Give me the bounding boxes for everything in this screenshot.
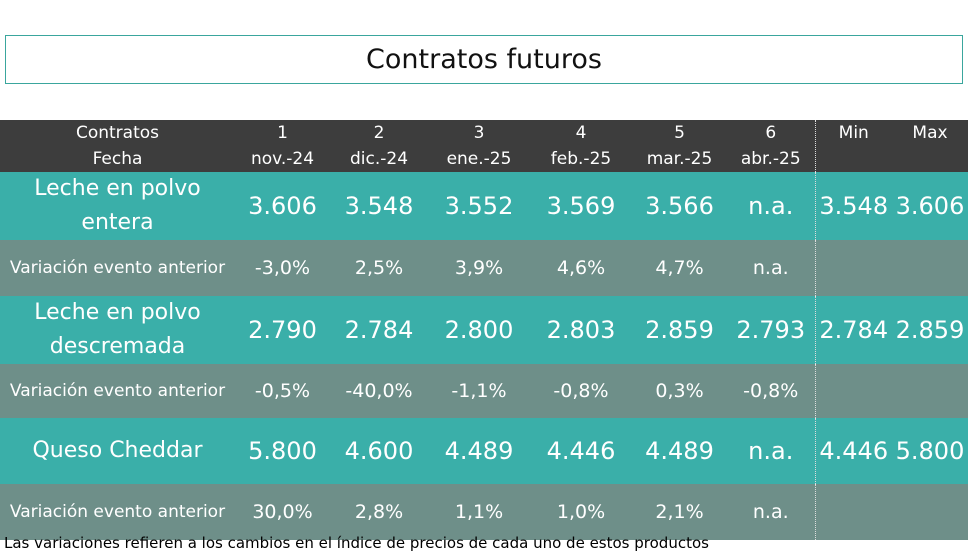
- header-contratos: Contratos: [75, 123, 160, 143]
- variation-label: Variación evento anterior: [0, 364, 235, 418]
- header-col-6: 6 abr.-25: [727, 120, 815, 172]
- value-cell: 4.489: [632, 418, 727, 484]
- header-min: Min: [814, 120, 892, 172]
- product-name: Leche en polvo descremada: [0, 296, 235, 364]
- variation-cell: -0,8%: [530, 364, 632, 418]
- empty-cell: [892, 364, 968, 418]
- variation-cell: 2,5%: [330, 240, 428, 296]
- value-cell: 2.859: [632, 296, 727, 364]
- product-name: Leche en polvo entera: [0, 172, 235, 240]
- variation-cell: 4,7%: [632, 240, 727, 296]
- table-row: Variación evento anterior -0,5% -40,0% -…: [0, 364, 968, 418]
- variation-cell: n.a.: [727, 484, 815, 540]
- variation-cell: -0,5%: [235, 364, 330, 418]
- variation-cell: -1,1%: [428, 364, 530, 418]
- value-cell: 4.489: [428, 418, 530, 484]
- variation-cell: 2,8%: [330, 484, 428, 540]
- product-name: Queso Cheddar: [0, 418, 235, 484]
- table-row: Leche en polvo descremada 2.790 2.784 2.8…: [0, 296, 968, 364]
- footnote: Las variaciones refieren a los cambios e…: [4, 534, 709, 552]
- variation-label: Variación evento anterior: [0, 240, 235, 296]
- empty-cell: [814, 240, 892, 296]
- value-cell: 3.566: [632, 172, 727, 240]
- variation-cell: 30,0%: [235, 484, 330, 540]
- variation-cell: n.a.: [727, 240, 815, 296]
- variation-cell: -0,8%: [727, 364, 815, 418]
- empty-cell: [814, 364, 892, 418]
- table-row: Variación evento anterior -3,0% 2,5% 3,9…: [0, 240, 968, 296]
- value-cell: 2.790: [235, 296, 330, 364]
- variation-cell: -40,0%: [330, 364, 428, 418]
- header-col-3: 3 ene.-25: [428, 120, 530, 172]
- header-col-1: 1 nov.-24: [235, 120, 330, 172]
- variation-cell: 1,0%: [530, 484, 632, 540]
- table-header-row: Contratos Fecha 1 nov.-24 2 dic.-24 3 ene.-…: [0, 120, 968, 172]
- table-row: Queso Cheddar 5.800 4.600 4.489 4.446 4.…: [0, 418, 968, 484]
- header-col-2: 2 dic.-24: [330, 120, 428, 172]
- max-cell: 3.606: [892, 172, 968, 240]
- variation-cell: 1,1%: [428, 484, 530, 540]
- page-title: Contratos futuros: [5, 35, 963, 84]
- max-cell: 5.800: [892, 418, 968, 484]
- max-cell: 2.859: [892, 296, 968, 364]
- value-cell: 3.552: [428, 172, 530, 240]
- variation-label: Variación evento anterior: [0, 484, 235, 540]
- min-cell: 3.548: [814, 172, 892, 240]
- value-cell: 3.569: [530, 172, 632, 240]
- table-row: Leche en polvo entera 3.606 3.548 3.552 3…: [0, 172, 968, 240]
- variation-cell: 0,3%: [632, 364, 727, 418]
- min-cell: 2.784: [814, 296, 892, 364]
- header-max: Max: [892, 120, 968, 172]
- variation-cell: -3,0%: [235, 240, 330, 296]
- table-row: Variación evento anterior 30,0% 2,8% 1,1…: [0, 484, 968, 540]
- value-cell: 2.800: [428, 296, 530, 364]
- variation-cell: 4,6%: [530, 240, 632, 296]
- value-cell: 5.800: [235, 418, 330, 484]
- variation-cell: 3,9%: [428, 240, 530, 296]
- futures-table: Contratos Fecha 1 nov.-24 2 dic.-24 3 ene.-…: [0, 120, 968, 540]
- header-col-4: 4 feb.-25: [530, 120, 632, 172]
- empty-cell: [892, 484, 968, 540]
- value-cell: 2.803: [530, 296, 632, 364]
- value-cell: 4.446: [530, 418, 632, 484]
- header-label-cell: Contratos Fecha: [0, 120, 235, 172]
- value-cell: 4.600: [330, 418, 428, 484]
- variation-cell: 2,1%: [632, 484, 727, 540]
- min-cell: 4.446: [814, 418, 892, 484]
- value-cell: n.a.: [727, 418, 815, 484]
- header-col-5: 5 mar.-25: [632, 120, 727, 172]
- value-cell: 3.548: [330, 172, 428, 240]
- header-fecha: Fecha: [92, 149, 143, 169]
- value-cell: 2.793: [727, 296, 815, 364]
- value-cell: n.a.: [727, 172, 815, 240]
- empty-cell: [814, 484, 892, 540]
- empty-cell: [892, 240, 968, 296]
- value-cell: 3.606: [235, 172, 330, 240]
- value-cell: 2.784: [330, 296, 428, 364]
